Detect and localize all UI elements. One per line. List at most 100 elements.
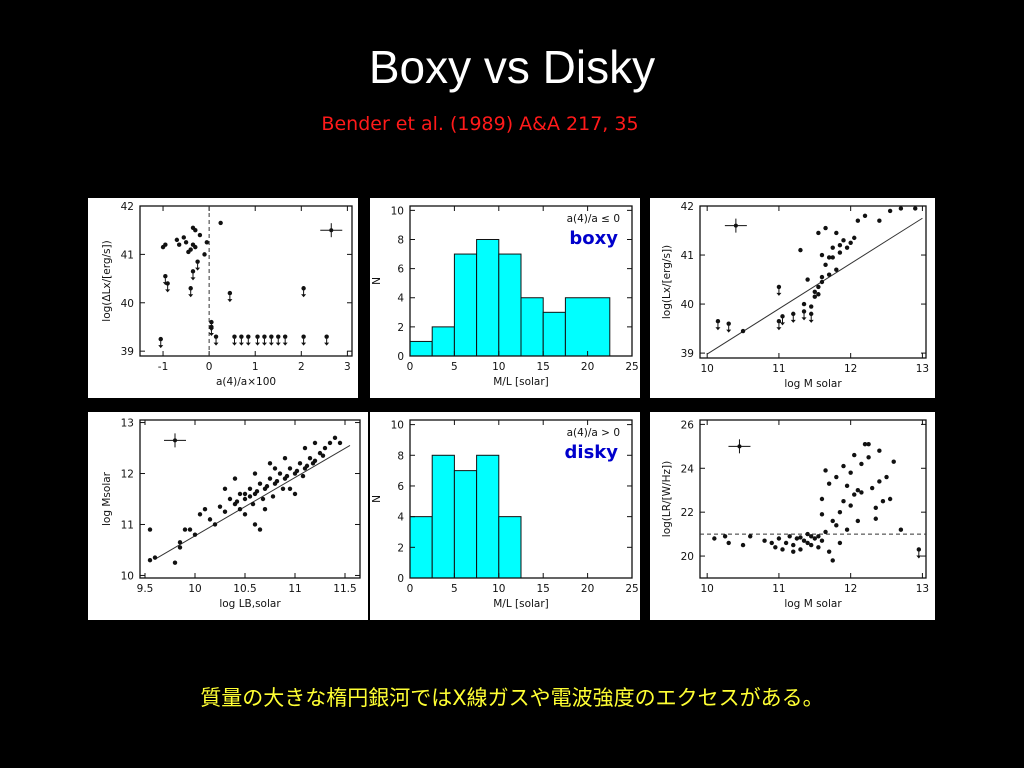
histogram-bar xyxy=(498,253,522,357)
upper-limit-dot xyxy=(282,334,288,339)
data-point xyxy=(287,466,293,471)
y-tick-label: 2 xyxy=(397,322,404,334)
x-axis-label: log LB,solar xyxy=(219,598,281,610)
caption: 質量の大きな楕円銀河ではX線ガスや電波強度のエクセスがある。 xyxy=(200,686,824,710)
x-tick-label: 10.5 xyxy=(233,583,256,595)
plot-frame xyxy=(409,205,633,357)
data-point xyxy=(183,240,189,245)
data-point xyxy=(873,516,878,521)
y-tick-label: 12 xyxy=(121,469,134,481)
upper-limit-dot xyxy=(163,273,168,279)
data-point xyxy=(174,237,180,243)
data-point xyxy=(310,461,316,466)
upper-limit-arrow xyxy=(268,342,274,346)
upper-limit-arrow xyxy=(165,289,171,293)
data-point xyxy=(264,484,270,489)
data-point xyxy=(855,488,861,493)
data-point xyxy=(837,250,843,255)
data-point xyxy=(304,463,310,469)
data-point xyxy=(197,512,203,517)
x-tick-label: -1 xyxy=(158,361,168,373)
x-tick-label: 2 xyxy=(298,361,305,373)
data-point xyxy=(855,518,861,524)
upper-limit-point xyxy=(208,324,214,336)
upper-limit-arrow xyxy=(245,342,251,346)
data-point xyxy=(819,279,825,285)
upper-limit-dot xyxy=(301,286,306,291)
data-point xyxy=(791,542,796,548)
data-point xyxy=(826,481,832,486)
x-tick-label: 25 xyxy=(625,583,638,595)
data-point xyxy=(284,473,290,479)
data-point xyxy=(841,463,846,469)
data-point xyxy=(809,304,814,309)
data-point xyxy=(855,218,861,223)
x-tick-label: 3 xyxy=(344,361,351,373)
data-point xyxy=(787,534,792,539)
data-point xyxy=(852,492,857,497)
data-point xyxy=(823,468,828,473)
data-point xyxy=(250,501,256,507)
data-point xyxy=(217,504,223,509)
data-point xyxy=(801,538,807,543)
upper-limit-dot xyxy=(213,334,219,339)
data-point xyxy=(272,466,278,471)
data-point xyxy=(862,213,868,219)
data-point xyxy=(769,540,774,546)
data-point xyxy=(823,225,828,231)
x-tick-label: 9.5 xyxy=(137,583,154,595)
data-point xyxy=(873,505,878,510)
data-point xyxy=(877,448,882,453)
histogram-bar xyxy=(564,297,611,357)
data-point xyxy=(816,230,821,236)
upper-limit-point xyxy=(165,281,171,293)
data-point xyxy=(307,456,313,461)
data-point xyxy=(237,491,243,497)
x-tick-label: 13 xyxy=(916,363,929,375)
upper-limit-dot xyxy=(301,334,306,339)
data-point xyxy=(232,476,238,481)
y-tick-label: 11 xyxy=(121,519,134,531)
x-tick-label: 12 xyxy=(844,363,857,375)
upper-limit-arrow xyxy=(255,342,261,346)
errorbar-center xyxy=(329,228,334,233)
y-axis-label: log(ΔLx/[erg/s]) xyxy=(101,240,113,321)
citation: Bender et al. (1989) A&A 217, 35 xyxy=(321,113,639,135)
upper-limit-dot xyxy=(227,290,233,296)
plot-frame xyxy=(699,419,927,579)
data-point xyxy=(880,498,886,504)
data-point xyxy=(877,479,882,484)
y-tick-label: 4 xyxy=(397,512,404,524)
y-axis-label: log(LR/[W/Hz]) xyxy=(661,461,673,537)
data-point xyxy=(823,262,828,268)
data-point xyxy=(312,440,318,446)
upper-limit-arrow xyxy=(776,327,782,331)
y-tick-label: 39 xyxy=(681,348,694,360)
data-point xyxy=(317,450,323,456)
upper-limit-dot xyxy=(791,311,796,317)
data-point xyxy=(844,483,850,489)
data-point xyxy=(147,557,153,563)
upper-limit-dot xyxy=(269,334,274,339)
plot-frame xyxy=(699,205,927,359)
x-tick-label: 10 xyxy=(700,583,713,595)
plot-background xyxy=(88,198,358,398)
data-point xyxy=(852,235,857,241)
x-tick-label: 10 xyxy=(700,363,713,375)
data-point xyxy=(844,527,850,532)
selection-annotation: a(4)/a ≤ 0 xyxy=(567,213,620,225)
upper-limit-dot xyxy=(246,334,251,339)
x-tick-label: 15 xyxy=(537,361,550,373)
data-point xyxy=(252,522,258,527)
plot-background xyxy=(88,412,368,620)
x-tick-label: 11 xyxy=(772,363,785,375)
data-point xyxy=(176,242,182,247)
upper-limit-dot xyxy=(276,334,281,339)
data-point xyxy=(816,534,821,539)
upper-limit-dot xyxy=(188,286,193,291)
data-point xyxy=(197,232,203,238)
y-tick-label: 13 xyxy=(121,418,134,430)
data-point xyxy=(877,218,882,223)
data-point xyxy=(898,527,904,532)
